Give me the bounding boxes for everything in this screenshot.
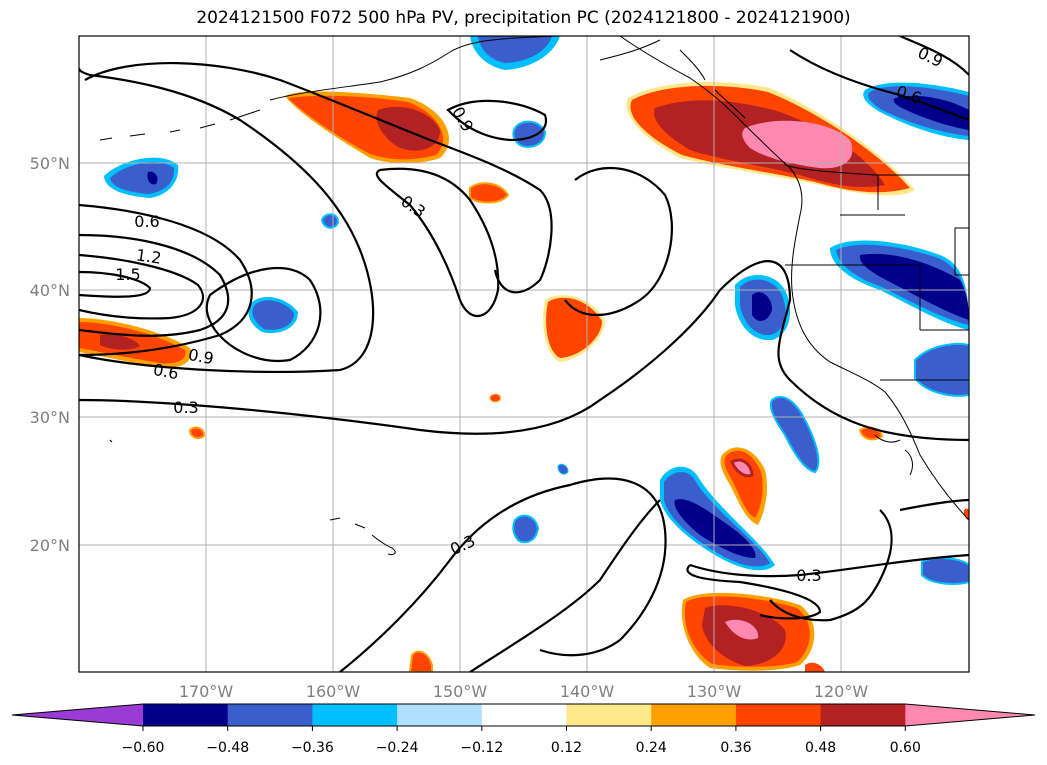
map-frame [78,35,970,673]
colorbar-segment [481,704,567,726]
colorbar-extend-max [905,704,1035,726]
colorbar-segments [11,703,1036,727]
pv-contour-0.6-big [79,67,375,373]
colorbar-segment [227,704,313,726]
pv-contour-0.6-ne [789,49,969,122]
pv-contour-0.3-south [339,477,969,672]
precip-area-offshore-negative [769,395,820,474]
pv-contours [79,36,969,672]
precip-area-southern-positive [681,592,815,671]
colorbar: −0.60 −0.48 −0.36 −0.24 −0.12 0.12 0.24 0.36 0.4… [11,703,1036,756]
pv-contour-0.6-outer [79,203,253,357]
precip-area-small-positive-5 [408,650,433,672]
pv-contour-0.3-right [769,509,893,622]
coastlines [99,36,969,555]
precip-area-top-negative [470,36,560,70]
longitude-labels: 170°W 160°W 150°W 140°W 130°W 120°W [179,682,869,701]
precip-area-south-negative [921,557,969,585]
map-panel [78,35,970,673]
pv-contour-0.9-outer [79,233,230,337]
lon-label: 120°W [814,682,869,701]
precip-area-gulf-alaska [285,91,449,164]
lon-label: 140°W [560,682,615,701]
colorbar-tick-label: −0.60 [122,740,165,756]
precip-area-small-positive-6 [805,662,825,672]
precip-area-small-positive-7 [963,508,969,520]
contour-label: 0.9 [187,345,215,368]
precip-area-subtropical-negative [660,466,775,571]
colorbar-segment [735,704,822,726]
colorbar-tick-label: 0.48 [805,740,836,756]
lat-label: 40°N [30,281,70,300]
colorbar-tick-label: 0.60 [890,740,921,756]
pv-contour-0.3-main [79,260,969,442]
precip-area-small-positive-4 [489,393,501,403]
lon-label: 130°W [687,682,742,701]
lat-label: 30°N [30,408,70,427]
map-title: 2024121500 F072 500 hPa PV, precipitatio… [196,8,851,28]
colorbar-extend-min [12,704,143,726]
precip-area-central-negative [248,296,298,334]
colorbar-ticks: −0.60 −0.48 −0.36 −0.24 −0.12 0.12 0.24 0.36 0.4… [122,726,921,756]
pv-contour-1.5 [79,270,152,298]
colorbar-tick-label: 0.24 [636,740,667,756]
contour-label: 1.5 [115,265,140,284]
colorbar-segment [143,704,229,726]
precip-area-small-positive-3 [188,426,206,439]
contour-label: 0.3 [173,398,198,417]
pv-contour-0.9-loop [446,99,548,142]
lon-label: 170°W [179,682,234,701]
colorbar-tick-label: 0.12 [551,740,582,756]
pv-contour-1.2 [79,253,204,320]
lat-label: 50°N [30,154,70,173]
pv-contour-0.6-inner-loop [84,61,553,294]
precip-area-california-negative [735,274,791,341]
colorbar-tick-label: −0.12 [460,740,503,756]
colorbar-tick-label: −0.48 [206,740,249,756]
colorbar-tick-label: 0.36 [720,740,751,756]
colorbar-segment [312,704,398,726]
colorbar-segment [397,704,483,726]
colorbar-segment [651,704,737,726]
precip-area-subtropical-positive [720,447,768,525]
pv-contour-0.3-east [564,166,673,317]
precip-area-small-negative-1 [512,120,547,148]
lon-label: 160°W [306,682,361,701]
contour-label: 0.6 [152,360,180,383]
colorbar-segment [566,704,652,726]
contour-label: 0.6 [134,212,159,231]
precip-area-small-positive-1 [469,182,510,204]
precip-area-small-negative-2 [320,213,340,229]
colorbar-segment [820,704,906,726]
colorbar-tick-label: −0.36 [291,740,334,756]
precip-area-bc-coast [626,82,915,196]
pv-contour-0.3-north [375,167,500,318]
contour-label: 1.2 [135,245,163,267]
contour-label: 0.3 [796,566,821,585]
lon-label: 150°W [433,682,488,701]
precip-area-small-negative-3 [512,514,540,544]
precip-area-northwest-negative [104,157,179,198]
precip-area-southeast-negative [914,342,969,397]
lat-label: 20°N [30,536,70,555]
precip-area-northeast-negative [863,82,969,140]
latitude-labels: 50°N 40°N 30°N 20°N [30,154,70,555]
pv-contour-0.3-bottom [469,499,661,672]
colorbar-tick-label: −0.24 [376,740,419,756]
pv-contour-0.9-ne [899,36,969,76]
precip-area-central-positive [543,295,605,362]
precip-area-small-negative-4 [557,463,569,475]
